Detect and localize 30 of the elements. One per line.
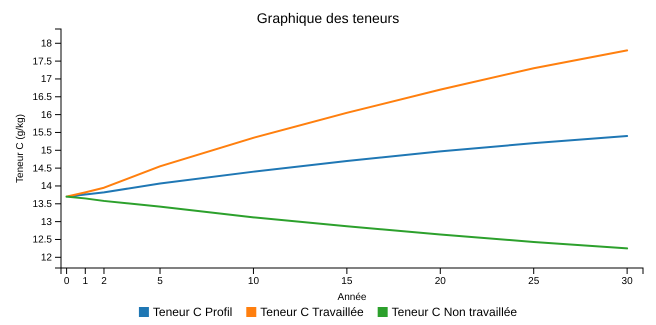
x-tick-label: 10	[248, 276, 260, 288]
x-tick-label: 1	[82, 276, 89, 288]
x-tick-label: 30	[622, 276, 634, 288]
y-tick-label: 12	[40, 252, 52, 264]
legend-label: Teneur C Travaillée	[260, 305, 364, 319]
x-tick-label: 5	[157, 276, 164, 288]
y-tick-label: 13	[40, 216, 52, 228]
y-tick-label: 13.5	[32, 198, 52, 210]
y-tick-label: 15.5	[32, 128, 52, 139]
chart-title: Graphique des teneurs	[256, 10, 400, 26]
x-tick-label: 0	[64, 276, 70, 288]
y-tick-label: 15	[40, 145, 52, 156]
y-tick-label: 14	[40, 181, 52, 192]
y-tick-label: 14.5	[32, 163, 52, 174]
legend-label: Teneur C Profil	[152, 305, 232, 319]
legend-label: Teneur C Non travaillée	[392, 305, 518, 319]
y-axis-title: Teneur C (g/kg)	[15, 114, 26, 183]
y-tick-label: 16	[40, 110, 52, 121]
y-tick-label: 17	[40, 74, 52, 86]
y-tick-label: 16.5	[32, 92, 52, 103]
x-tick-label: 20	[434, 276, 446, 288]
line-series	[66, 196, 628, 250]
y-tick-label: 12.5	[32, 234, 52, 246]
y-tick-label: 17.5	[32, 56, 52, 68]
x-tick-label: 25	[528, 276, 540, 288]
y-tick-label: 18	[40, 38, 52, 50]
x-tick-label: 2	[101, 276, 108, 288]
x-tick-label: 15	[341, 276, 353, 288]
line-series	[66, 49, 628, 198]
x-axis-title: Année	[338, 292, 367, 303]
